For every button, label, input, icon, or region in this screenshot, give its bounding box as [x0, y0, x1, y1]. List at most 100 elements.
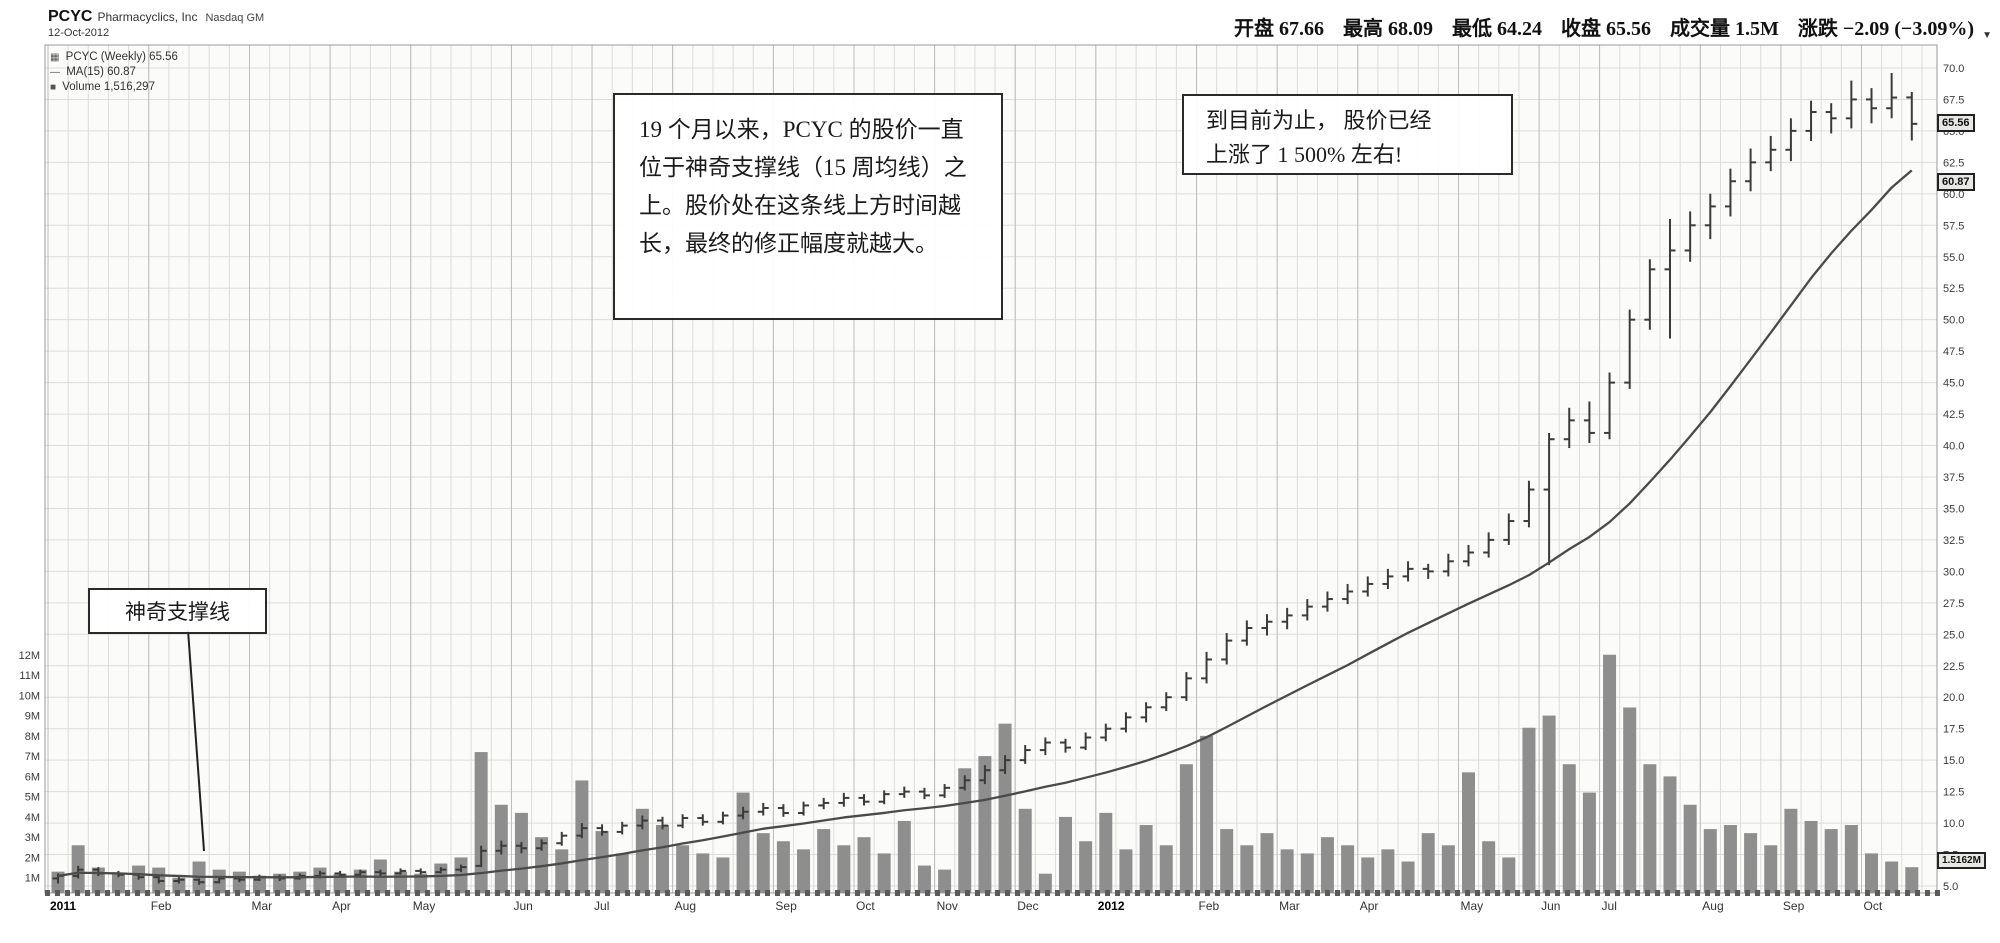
svg-text:Jun: Jun — [513, 899, 532, 913]
svg-text:62.5: 62.5 — [1943, 157, 1964, 169]
last-volume-badge: 1.5162M — [1937, 852, 1986, 869]
svg-text:May: May — [1461, 899, 1484, 913]
svg-text:Jul: Jul — [1602, 899, 1617, 913]
svg-text:2012: 2012 — [1098, 899, 1125, 913]
support-line-label: 神奇支撑线 — [88, 588, 267, 634]
x-axis-ticks — [45, 890, 1940, 896]
svg-text:May: May — [413, 899, 436, 913]
svg-text:57.5: 57.5 — [1943, 220, 1964, 232]
svg-text:Oct: Oct — [856, 899, 875, 913]
chart-header: PCYC Pharmacyclics, Inc Nasdaq GM 12-Oct-2… — [48, 8, 264, 40]
close-value: 65.56 — [1605, 18, 1651, 40]
svg-text:Apr: Apr — [1360, 899, 1379, 913]
svg-text:Jun: Jun — [1541, 899, 1560, 913]
svg-text:9M: 9M — [25, 711, 40, 723]
volume-bars — [51, 654, 1919, 893]
legend-series-value: 65.56 — [149, 51, 178, 63]
svg-text:70.0: 70.0 — [1943, 63, 1964, 75]
svg-text:Feb: Feb — [151, 899, 172, 913]
svg-text:45.0: 45.0 — [1943, 378, 1964, 390]
svg-text:22.5: 22.5 — [1943, 661, 1964, 673]
svg-text:15.0: 15.0 — [1943, 755, 1964, 767]
svg-text:55.0: 55.0 — [1943, 252, 1964, 264]
legend-volume-value: 1,516,297 — [103, 81, 155, 93]
svg-text:5M: 5M — [25, 792, 40, 804]
svg-text:30.0: 30.0 — [1943, 566, 1964, 578]
legend-ma-value: 60.87 — [107, 66, 136, 78]
svg-text:50.0: 50.0 — [1943, 315, 1964, 327]
svg-text:5.0: 5.0 — [1943, 881, 1958, 893]
svg-text:Mar: Mar — [1279, 899, 1300, 913]
legend-volume-label: Volume — [62, 81, 101, 93]
exchange-name: Nasdaq GM — [205, 12, 265, 24]
ma-line-icon: — — [50, 67, 60, 78]
high-label: 最高 — [1342, 18, 1383, 40]
scroll-arrow-icon: ▼ — [1982, 30, 1992, 41]
ticker-symbol: PCYC — [48, 8, 93, 25]
last-price-badge: 65.56 — [1937, 114, 1975, 132]
svg-text:47.5: 47.5 — [1943, 346, 1964, 358]
volume-label: 成交量 — [1669, 18, 1730, 40]
svg-text:2011: 2011 — [50, 899, 76, 913]
svg-text:1M: 1M — [25, 873, 40, 885]
svg-text:60.0: 60.0 — [1943, 189, 1964, 201]
svg-text:27.5: 27.5 — [1943, 598, 1964, 610]
company-name: Pharmacyclics, Inc — [97, 10, 198, 24]
grid-lines — [45, 45, 1937, 893]
ma15-line — [57, 169, 1913, 879]
chart-legend: ▦ PCYC (Weekly) 65.56 — MA(15) 60.87 ■ V… — [50, 50, 178, 95]
legend-ma-label: MA(15) — [66, 66, 104, 78]
svg-text:Apr: Apr — [332, 899, 351, 913]
svg-text:11M: 11M — [19, 670, 40, 682]
svg-text:Sep: Sep — [1783, 899, 1805, 913]
open-label: 开盘 — [1233, 18, 1274, 40]
annotation-note-1: 19 个月以来，PCYC 的股价一直位于神奇支撑线（15 周均线）之上。股价处在… — [613, 93, 1003, 320]
chart-icon: ▦ — [50, 52, 60, 63]
annotation-note-2-line1: 到目前为止， 股价已经 — [1206, 108, 1432, 133]
close-label: 收盘 — [1560, 18, 1601, 40]
volume-value: 1.5M — [1734, 18, 1779, 40]
svg-text:4M: 4M — [25, 812, 40, 824]
svg-text:52.5: 52.5 — [1943, 283, 1964, 295]
annotation-note-2: 到目前为止， 股价已经 上涨了 1 500% 左右! — [1182, 94, 1513, 175]
svg-text:Dec: Dec — [1017, 899, 1038, 913]
svg-text:Aug: Aug — [1702, 899, 1723, 913]
low-value: 64.24 — [1496, 18, 1542, 40]
svg-text:10M: 10M — [19, 690, 40, 702]
quote-summary: 开盘 67.66 最高 68.09 最低 64.24 收盘 65.56 成交量 1.5M … — [1220, 12, 1974, 41]
svg-text:12M: 12M — [19, 650, 40, 662]
svg-text:Oct: Oct — [1864, 899, 1883, 913]
svg-text:Nov: Nov — [937, 899, 958, 913]
svg-text:7M: 7M — [25, 751, 40, 763]
legend-series-label: PCYC (Weekly) — [65, 51, 146, 63]
low-label: 最低 — [1451, 18, 1492, 40]
annotation-note-2-line2: 上涨了 1 500% 左右! — [1206, 142, 1403, 167]
svg-text:42.5: 42.5 — [1943, 409, 1964, 421]
volume-axis-labels: 1M 2M 3M 4M 5M 6M 7M 8M 9M 10M 11M 12M — [19, 650, 40, 885]
svg-text:12.5: 12.5 — [1943, 787, 1964, 799]
change-value: −2.09 (−3.09%) — [1842, 18, 1974, 40]
svg-text:25.0: 25.0 — [1943, 629, 1964, 641]
chart-date: 12-Oct-2012 — [48, 27, 110, 40]
svg-text:32.5: 32.5 — [1943, 535, 1964, 547]
svg-text:8M: 8M — [25, 731, 40, 743]
svg-text:3M: 3M — [25, 832, 40, 844]
svg-text:6M: 6M — [25, 771, 40, 783]
x-axis-month-labels: 2011 Feb Mar Apr May Jun Jul Aug Sep Oct Nov Dec 201… — [50, 899, 1883, 913]
change-label: 涨跌 — [1797, 18, 1838, 40]
svg-text:Feb: Feb — [1199, 899, 1220, 913]
svg-text:Jul: Jul — [594, 899, 609, 913]
svg-text:37.5: 37.5 — [1943, 472, 1964, 484]
high-value: 68.09 — [1387, 18, 1433, 40]
svg-text:20.0: 20.0 — [1943, 692, 1964, 704]
svg-text:40.0: 40.0 — [1943, 441, 1964, 453]
svg-text:2M: 2M — [25, 852, 40, 864]
volume-bar-icon: ■ — [50, 82, 57, 93]
svg-text:67.5: 67.5 — [1943, 94, 1964, 106]
svg-text:Mar: Mar — [252, 899, 273, 913]
svg-text:Sep: Sep — [775, 899, 797, 913]
support-label-pointer-line — [187, 629, 205, 852]
svg-text:35.0: 35.0 — [1943, 503, 1964, 515]
svg-text:10.0: 10.0 — [1943, 818, 1964, 830]
